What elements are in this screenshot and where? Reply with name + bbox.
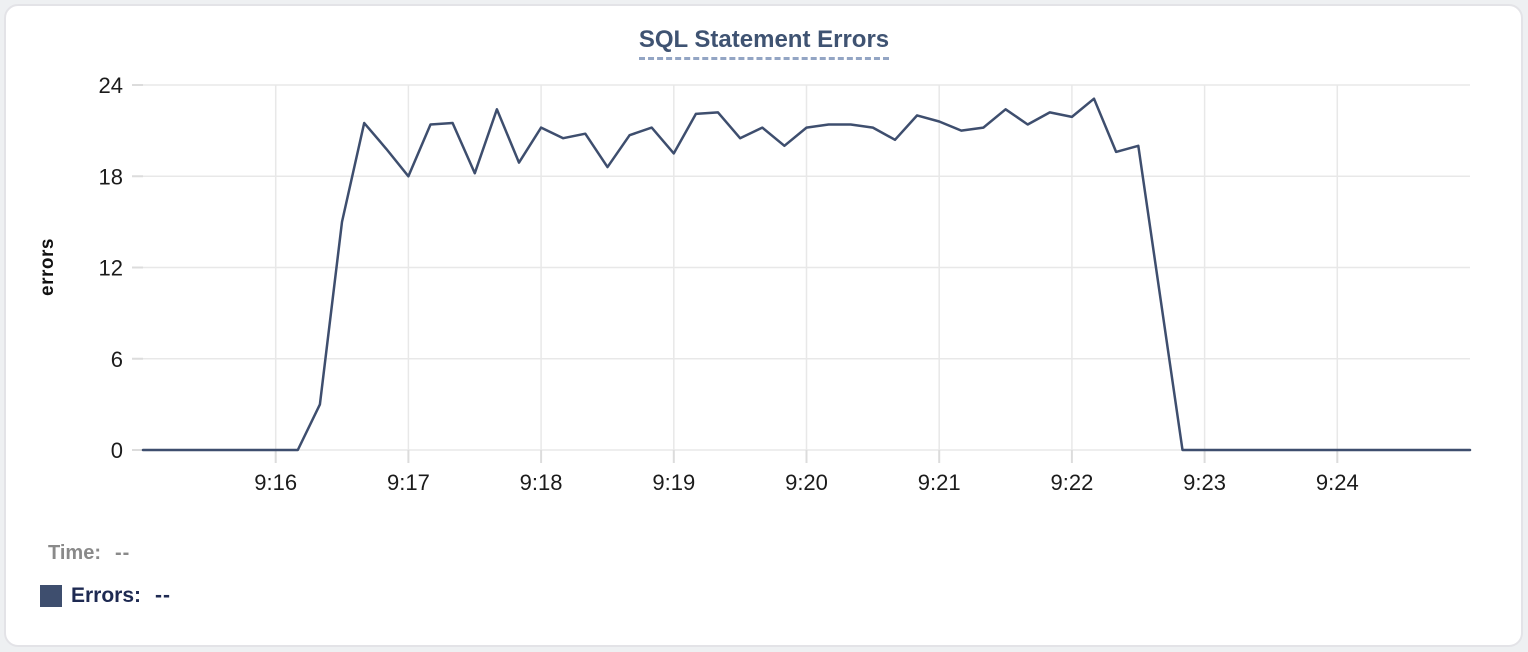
chart-title[interactable]: SQL Statement Errors <box>638 26 890 60</box>
y-tick-label: 6 <box>111 347 123 372</box>
x-tick-label: 9:23 <box>1183 470 1226 495</box>
x-tick-label: 9:20 <box>785 470 828 495</box>
y-tick-label: 18 <box>99 164 123 189</box>
x-tick-label: 9:24 <box>1316 470 1359 495</box>
x-tick-label: 9:17 <box>387 470 430 495</box>
y-tick-label: 0 <box>111 438 123 463</box>
legend-time-row: Time: -- <box>48 542 130 565</box>
legend-time-value: -- <box>114 542 131 564</box>
x-tick-label: 9:16 <box>254 470 297 495</box>
chart-card <box>4 4 1523 647</box>
errors-series-swatch <box>40 585 62 607</box>
y-tick-label: 24 <box>99 73 123 98</box>
legend-errors-label: Errors: <box>71 584 142 607</box>
legend-errors-row: Errors: -- <box>40 584 171 608</box>
x-tick-label: 9:19 <box>652 470 695 495</box>
x-tick-label: 9:22 <box>1050 470 1093 495</box>
x-tick-label: 9:18 <box>520 470 563 495</box>
legend-time-label: Time: <box>48 542 101 564</box>
x-tick-label: 9:21 <box>918 470 961 495</box>
line-chart-plot-area[interactable]: 0 6 12 18 24 9:16 9:17 9:18 9:19 9:20 9:21 9:22 9:23… <box>0 0 1528 505</box>
legend-errors-value: -- <box>155 584 172 607</box>
y-tick-label: 12 <box>99 256 123 281</box>
errors-series-line <box>141 97 1472 452</box>
chart-title-wrap: SQL Statement Errors <box>0 26 1528 60</box>
